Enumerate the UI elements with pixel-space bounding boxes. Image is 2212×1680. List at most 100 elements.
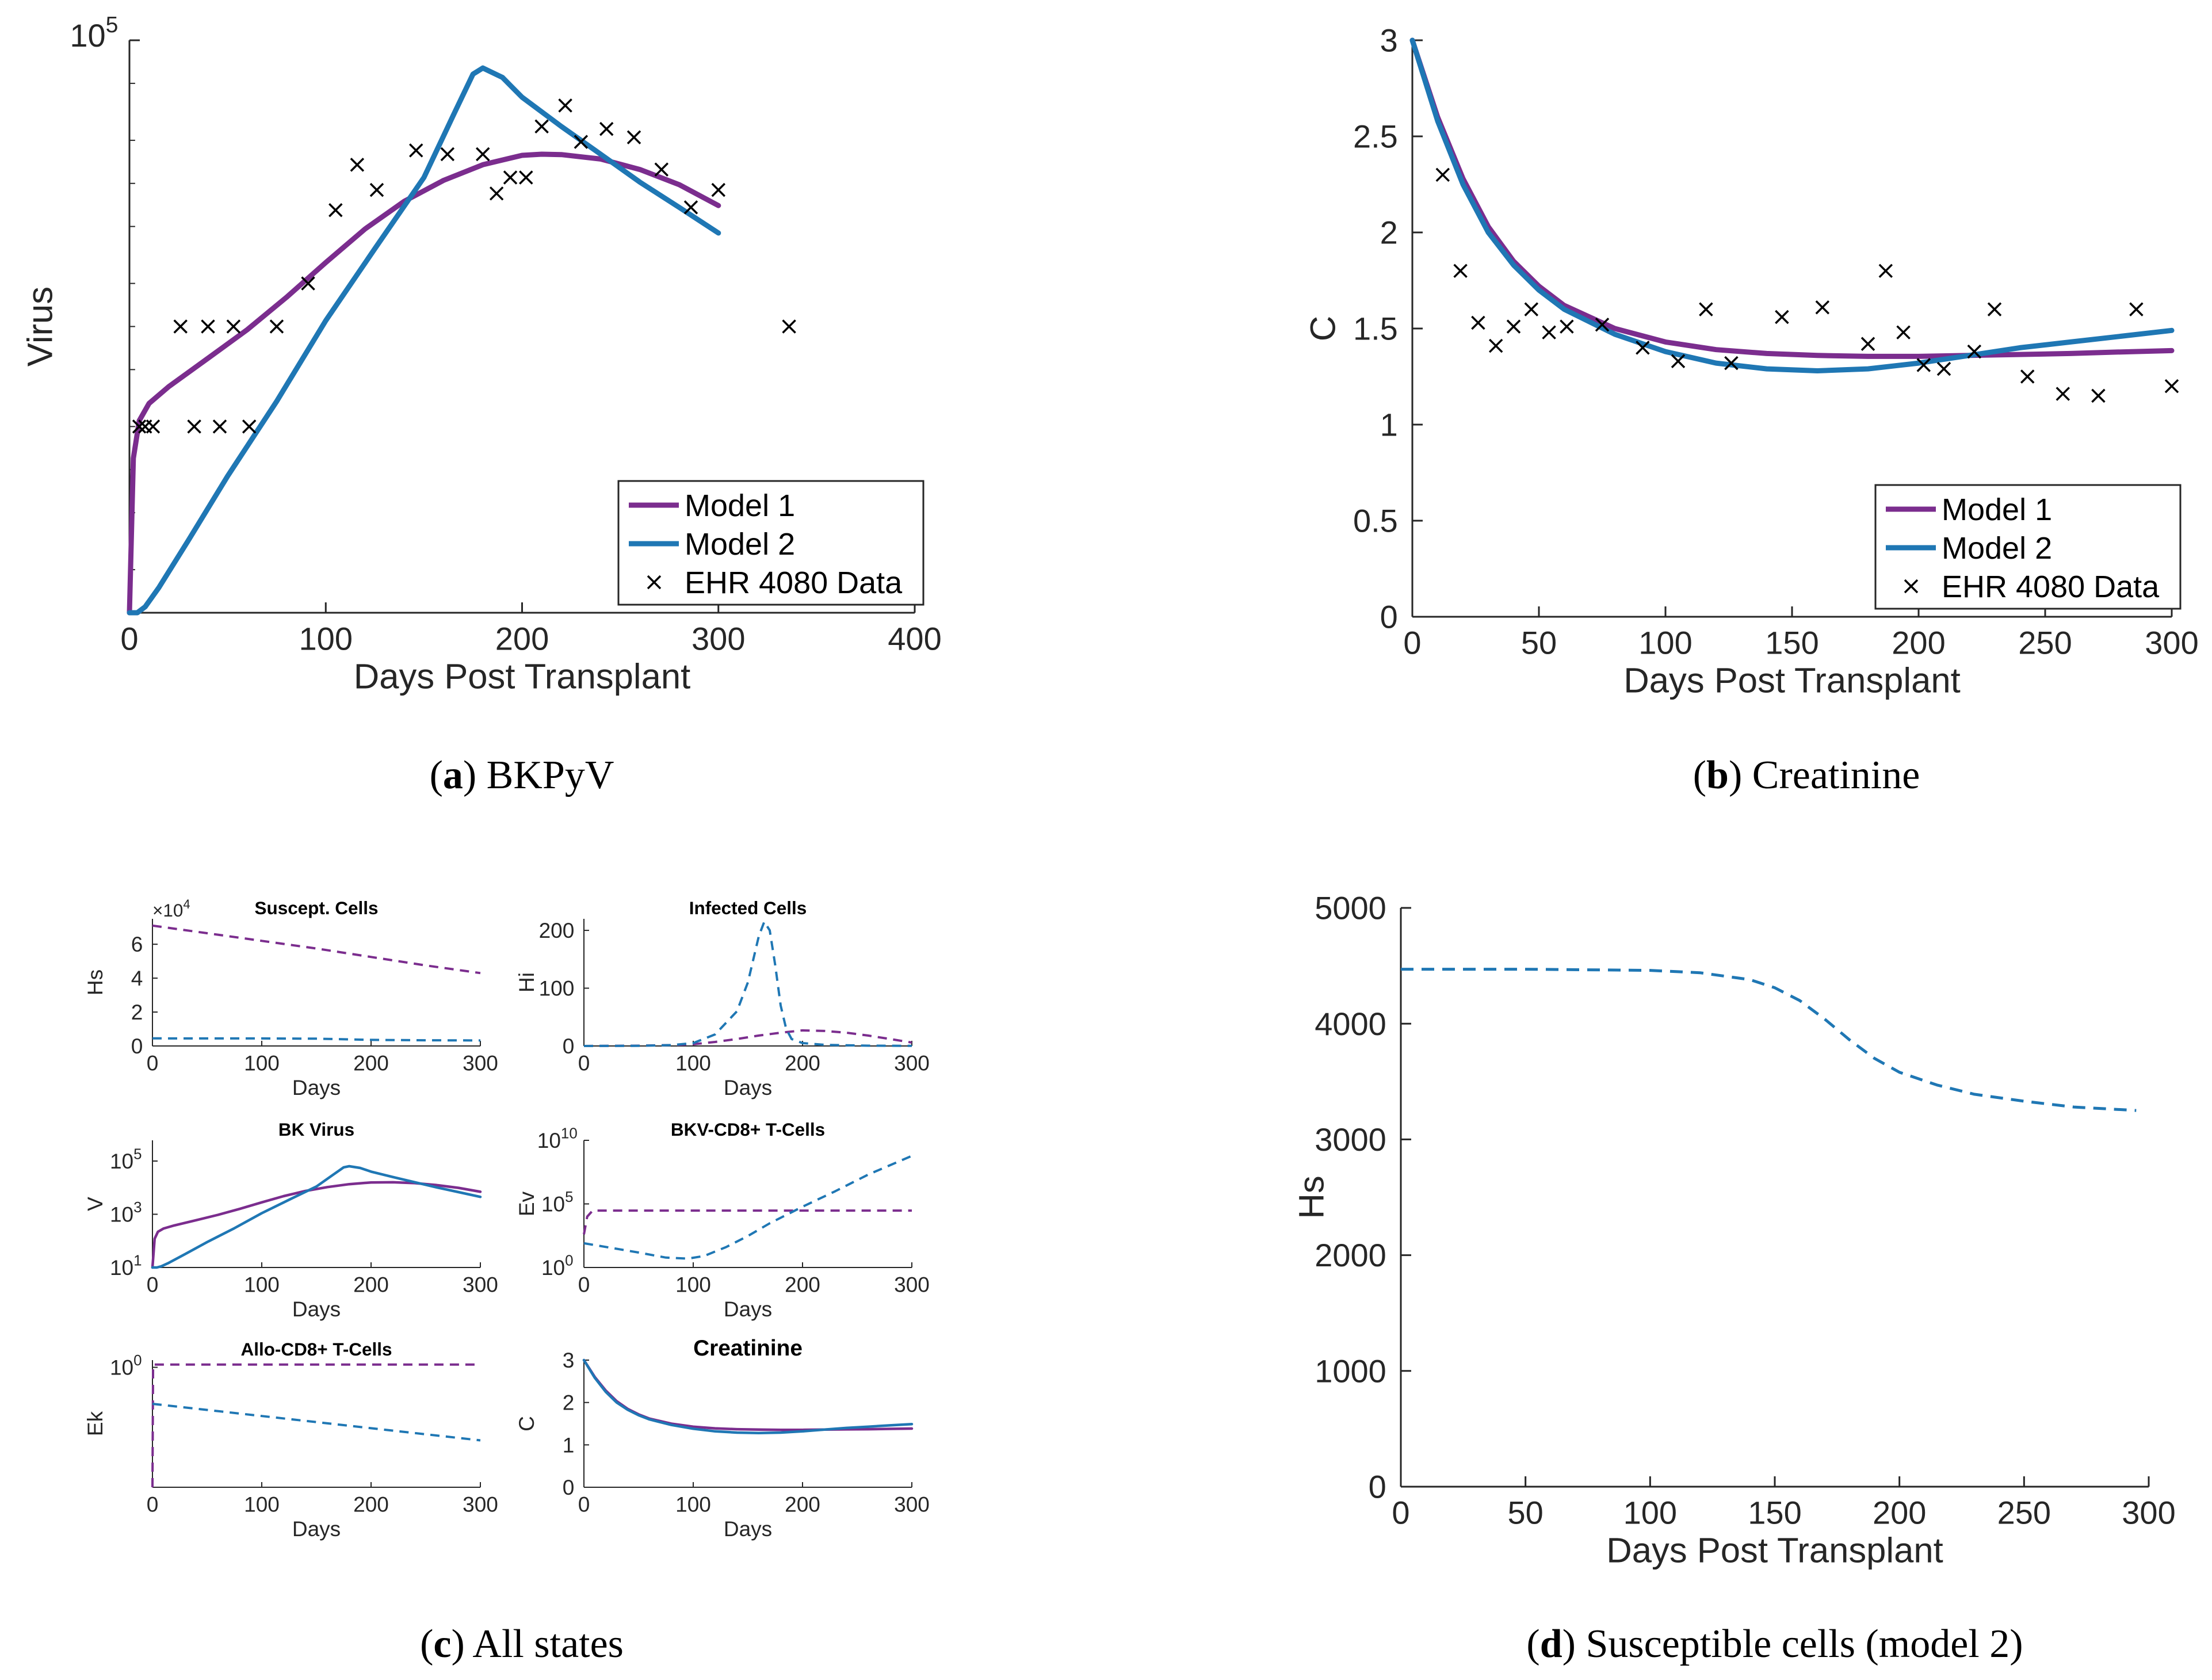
x-tick-label: 300 [2145, 624, 2198, 660]
data-point [2164, 379, 2179, 394]
x-axis-label: Days [292, 1297, 341, 1321]
y-tick-label: 105 [541, 1189, 574, 1216]
x-tick-label: 300 [463, 1273, 498, 1297]
y-axis-label: Ek [83, 1411, 107, 1436]
y-tick-label: 1010 [537, 1125, 578, 1152]
series-line-model-1 [151, 1181, 482, 1269]
y-tick-label: 2 [1380, 215, 1398, 251]
legend-marker [1904, 579, 1919, 594]
data-point [1471, 315, 1485, 330]
data-point [1560, 319, 1574, 334]
y-tick-label: 1 [563, 1433, 575, 1457]
series-line-model-2 [583, 1155, 912, 1260]
y-tick-label: 100 [541, 1253, 574, 1280]
caption: (b) Creatinine [1693, 753, 1920, 797]
x-tick-label: 300 [692, 620, 745, 656]
panel-title: Suscept. Cells [255, 898, 379, 918]
data-point [534, 119, 549, 133]
series-line-model-1 [151, 1363, 480, 1488]
x-tick-label: 200 [785, 1052, 820, 1075]
data-point [146, 419, 161, 434]
data-point [1987, 302, 2002, 316]
data-point [1724, 356, 1739, 371]
x-tick-label: 0 [147, 1493, 159, 1517]
x-tick-label: 200 [785, 1493, 820, 1517]
y-tick-label: 0 [563, 1476, 575, 1499]
legend-marker [647, 575, 662, 590]
data-point [2056, 387, 2070, 401]
data-point [201, 319, 215, 334]
data-point [328, 203, 343, 217]
legend-label: Model 2 [685, 527, 795, 562]
series-line-model-2 [582, 1358, 914, 1434]
x-tick-label: 300 [894, 1493, 930, 1517]
panel-title: Infected Cells [689, 898, 807, 918]
x-tick-label: 100 [244, 1493, 280, 1517]
data-point [1671, 354, 1686, 369]
y-tick-label: 0.5 [1353, 503, 1398, 539]
x-tick-label: 150 [1748, 1494, 1801, 1530]
x-axis-label: Days [292, 1517, 341, 1541]
y-tick-label: 3 [563, 1349, 575, 1372]
x-tick-label: 100 [1623, 1494, 1677, 1530]
y-tick-label: 105 [110, 1146, 142, 1173]
data-point [782, 319, 796, 334]
x-tick-label: 100 [299, 620, 353, 656]
y-tick-label: 2 [131, 1001, 143, 1024]
series-line-model-1 [583, 1209, 912, 1235]
y-axis-label: Hi [515, 972, 538, 992]
x-tick-label: 400 [888, 620, 941, 656]
panel-c6: 0 100 200 300 0 1 2 3 Days C Creatinine [515, 1336, 930, 1541]
data-point [1524, 302, 1539, 316]
legend-label: Model 1 [685, 488, 795, 523]
data-point [574, 135, 589, 149]
y-tick-label: 0 [131, 1034, 143, 1058]
x-tick-label: 0 [578, 1493, 590, 1517]
x-tick-label: 200 [495, 620, 549, 656]
x-tick-label: 200 [353, 1493, 389, 1517]
x-tick-label: 250 [1997, 1494, 2051, 1530]
x-tick-label: 200 [1892, 624, 1945, 660]
series-line-model-1 [1409, 37, 2175, 359]
panel-c2: 0 100 200 300 0 100 200 Days Hi Infected Cells [515, 898, 930, 1099]
panel-title: Creatinine [693, 1336, 803, 1361]
x-tick-label: 300 [894, 1273, 930, 1297]
data-point [350, 158, 365, 172]
y-axis-label: Virus [21, 287, 60, 366]
x-axis-label: Days [292, 1076, 341, 1099]
x-tick-label: 100 [675, 1493, 711, 1517]
y-tick-label: 100 [539, 976, 575, 1000]
data-point [1636, 341, 1650, 355]
data-point [242, 419, 257, 434]
data-point [226, 319, 241, 334]
panel-d: 0 50 100 150 200 250 300010002000300040005000D… [1292, 890, 2176, 1571]
x-tick-label: 200 [785, 1273, 820, 1297]
x-tick-label: 100 [675, 1052, 711, 1075]
series-line-model-2 [151, 1164, 482, 1269]
legend-label: EHR 4080 Data [1942, 570, 2160, 604]
x-tick-label: 150 [1765, 624, 1818, 660]
data-point [1595, 318, 1610, 332]
x-tick-label: 100 [244, 1273, 280, 1297]
y-tick-label: 3000 [1315, 1121, 1386, 1158]
data-point [1936, 361, 1951, 376]
x-axis-label: Days [724, 1076, 772, 1099]
series-line-model-2 [152, 1403, 481, 1442]
data-point [1699, 302, 1713, 316]
data-point [1775, 310, 1789, 324]
x-tick-label: 0 [1392, 1494, 1409, 1530]
caption: (a) BKPyV [430, 753, 614, 797]
data-point [1435, 167, 1450, 182]
y-tick-label: 0 [563, 1034, 575, 1058]
x-tick-label: 50 [1521, 624, 1557, 660]
y-tick-label: 4000 [1315, 1006, 1386, 1042]
y-axis-label: C [515, 1416, 538, 1431]
data-point [1542, 325, 1556, 339]
x-tick-label: 300 [2122, 1494, 2175, 1530]
data-point [1453, 264, 1468, 278]
x-tick-label: 200 [353, 1052, 389, 1075]
series-line-model-1 [582, 1358, 914, 1431]
series-line-model-2 [1401, 968, 2137, 1112]
panel-title: BK Virus [278, 1120, 354, 1140]
